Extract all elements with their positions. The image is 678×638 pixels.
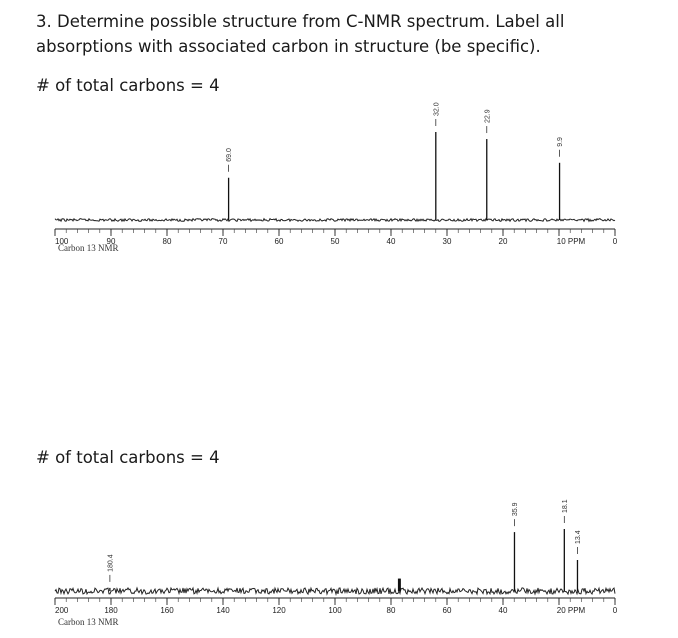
peak-label-2-4: 35.9 (512, 502, 519, 516)
tick-label-1-8: 20 (499, 237, 508, 246)
peak-label-1-1: 32.0 (433, 102, 440, 116)
tick-label-1-10: 0 (613, 237, 618, 246)
peak-label-2-0: 180.4 (107, 554, 114, 572)
spectrum-1-caption: Carbon 13 NMR (58, 243, 119, 253)
tick-label-2-10: 0 (613, 606, 618, 615)
tick-label-2-7: 60 (443, 606, 452, 615)
tick-label-2-6: 80 (387, 606, 396, 615)
spectrum-1-baseline (54, 217, 616, 223)
nmr-spectrum-2: 180.4 35.9 18.1 13.4 200 180 160 140 120 100 80 60 4… (54, 499, 618, 615)
peak-label-1-2: 22.9 (484, 109, 491, 123)
tick-label-2-3: 140 (216, 606, 230, 615)
peak-label-1-0: 69.0 (226, 148, 233, 162)
peak-label-2-6: 13.4 (575, 530, 582, 544)
tick-label-2-8: 40 (499, 606, 508, 615)
spectrum-2-baseline (54, 586, 616, 596)
tick-label-1-9: 10 PPM (557, 237, 586, 246)
tick-label-2-4: 120 (272, 606, 286, 615)
tick-label-1-5: 50 (331, 237, 340, 246)
tick-label-2-9: 20 PPM (557, 606, 586, 615)
total-carbons-label-2: # of total carbons = 4 (36, 448, 220, 467)
tick-label-2-5: 100 (328, 606, 342, 615)
peak-label-1-3: 9.9 (557, 137, 564, 147)
tick-label-1-2: 80 (163, 237, 172, 246)
spectrum-2-caption: Carbon 13 NMR (58, 617, 119, 627)
tick-label-1-1: 90 (107, 237, 116, 246)
tick-label-2-2: 160 (160, 606, 174, 615)
peak-label-2-5: 18.1 (562, 499, 569, 513)
tick-label-1-4: 60 (275, 237, 284, 246)
question-title: 3. Determine possible structure from C-N… (36, 12, 565, 56)
tick-label-2-0: 200 (55, 606, 69, 615)
tick-label-2-1: 180 (104, 606, 118, 615)
total-carbons-label-1: # of total carbons = 4 (36, 76, 220, 95)
tick-label-1-0: 100 (55, 237, 69, 246)
tick-label-1-3: 70 (219, 237, 228, 246)
nmr-spectrum-1: 69.0 32.0 22.9 9.9 100 90 80 70 60 50 40 30 20 10 PPM… (54, 102, 618, 246)
tick-label-1-6: 40 (387, 237, 396, 246)
tick-label-1-7: 30 (443, 237, 452, 246)
